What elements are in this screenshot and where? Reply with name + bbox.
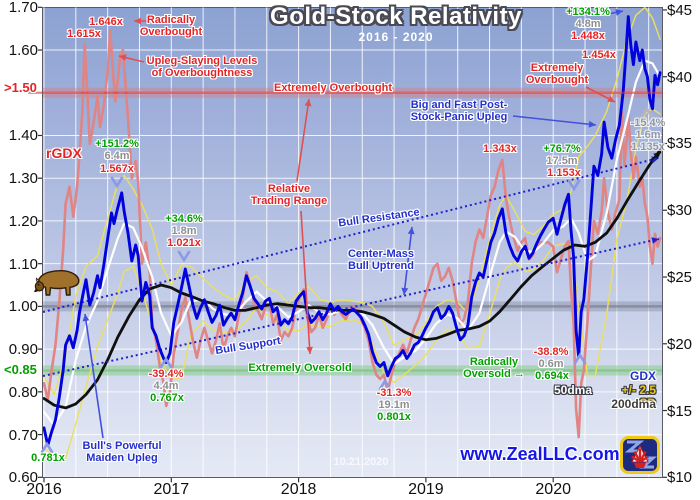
label-1615x: 1.615x xyxy=(67,28,101,40)
upleg1-gain: +151.2% xyxy=(95,138,139,150)
panic-ratio: 0.694x xyxy=(535,370,569,382)
downleg2-ratio: 0.801x xyxy=(377,411,411,423)
downleg2-duration: 19.1m xyxy=(378,399,410,411)
y-axis-right-label: $30 xyxy=(667,202,693,220)
y-axis-left-label: 1.10 xyxy=(8,255,38,273)
downleg1-pct: -39.4% xyxy=(148,368,184,380)
upleg3-duration: 17.5m xyxy=(546,155,578,167)
threshold-085-label: <0.85 xyxy=(4,362,37,377)
legend-50dma: 50dma xyxy=(553,383,592,397)
y-axis-left-label: 1.60 xyxy=(8,42,38,60)
upleg1-duration: 6.4m xyxy=(104,150,130,162)
label-1646x: 1.646x xyxy=(89,16,123,28)
y-axis-left-label: 1.30 xyxy=(8,170,38,188)
upleg2-gain: +34.6% xyxy=(165,213,203,225)
website-link[interactable]: www.ZealLLC.com xyxy=(460,444,620,464)
y-axis-left-label: 1.20 xyxy=(8,212,38,230)
extremely-oversold-label: Extremely Oversold xyxy=(248,362,352,374)
y-axis-left-label: 1.00 xyxy=(8,298,38,316)
y-axis-left-label: 0.70 xyxy=(8,426,38,444)
x-axis-year-label: 2020 xyxy=(535,481,571,498)
post-panic-upleg-label: Big and Fast Post- Stock-Panic Upleg xyxy=(410,99,508,124)
y-axis-right-label: $25 xyxy=(667,269,693,287)
threshold-150-label: >1.50 xyxy=(4,80,37,95)
start-ratio-label: 0.781x xyxy=(31,452,65,464)
pullback-duration: 1.6m xyxy=(635,129,661,141)
pullback-ratio: 1.135x xyxy=(631,141,665,153)
downleg1-ratio: 0.767x xyxy=(150,392,184,404)
zeal-logo xyxy=(620,436,660,474)
label-1454x: 1.454x xyxy=(582,49,616,61)
y-axis-right-label: $10 xyxy=(667,469,693,487)
radically-oversold-label: Radically Oversold → xyxy=(463,356,525,381)
radically-overbought-label: Radically Overbought xyxy=(139,14,203,39)
bison-icon xyxy=(33,270,80,296)
upleg3-ratio: 1.153x xyxy=(547,167,581,179)
maiden-upleg-label: Bull's Powerful Maiden Upleg xyxy=(82,440,162,465)
x-axis-year-label: 2018 xyxy=(280,481,317,498)
x-axis-year-label: 2019 xyxy=(408,481,444,498)
y-axis-left-label: 1.70 xyxy=(8,0,38,17)
upleg4-gain: +134.1% xyxy=(566,6,610,18)
y-axis-left-label: 0.60 xyxy=(8,469,38,487)
upleg-slaying-label: Upleg-Slaying Levels of Overboughtness xyxy=(146,55,258,80)
panic-duration: 0.6m xyxy=(538,358,564,370)
panic-pct: -38.8% xyxy=(533,346,569,358)
downleg1-duration: 4.4m xyxy=(153,380,179,392)
chart-title: Gold-Stock Relativity xyxy=(270,3,522,30)
y-axis-left-label: 1.40 xyxy=(8,127,38,145)
relative-trading-range-label: Relative Trading Range xyxy=(250,183,328,208)
upleg4-duration: 4.8m xyxy=(575,18,601,30)
upleg2-ratio: 1.021x xyxy=(167,237,201,249)
y-axis-right-label: $35 xyxy=(667,135,693,153)
legend-sd-bands: +/- 2.5 SD xyxy=(621,383,656,411)
upleg3-gain: +76.7% xyxy=(543,143,581,155)
rgdx-series-label: rGDX xyxy=(46,145,82,161)
y-axis-right-label: $15 xyxy=(667,402,693,420)
legend-gdx: GDX xyxy=(629,369,656,383)
x-axis-year-label: 2016 xyxy=(26,481,62,498)
y-axis-right-label: $20 xyxy=(667,335,693,353)
center-mass-label: Center-Mass Bull Uptrend xyxy=(347,248,415,273)
label-1343x: 1.343x xyxy=(483,143,517,155)
y-axis-right-label: $40 xyxy=(667,68,693,86)
legend-200dma: 200dma xyxy=(611,397,656,411)
y-axis-left-label: 0.80 xyxy=(8,383,38,401)
upleg4-ratio: 1.448x xyxy=(571,30,605,42)
extremely-overbought-2020-label: Extremely Overbought xyxy=(525,62,589,87)
y-axis-right-label: $45 xyxy=(667,1,693,19)
pullback-pct: -15.4% xyxy=(630,117,666,129)
y-axis-left-label: 0.90 xyxy=(8,341,38,359)
x-axis-year-label: 2017 xyxy=(153,481,190,498)
downleg2-pct: -31.3% xyxy=(376,387,412,399)
upleg1-ratio: 1.567x xyxy=(100,163,134,175)
extremely-overbought-2016-label: Extremely Overbought xyxy=(274,82,392,94)
upleg2-duration: 1.8m xyxy=(171,225,197,237)
date-stamp: 10.21.2020 xyxy=(333,456,389,468)
chart-subtitle: 2016 - 2020 xyxy=(358,30,434,44)
